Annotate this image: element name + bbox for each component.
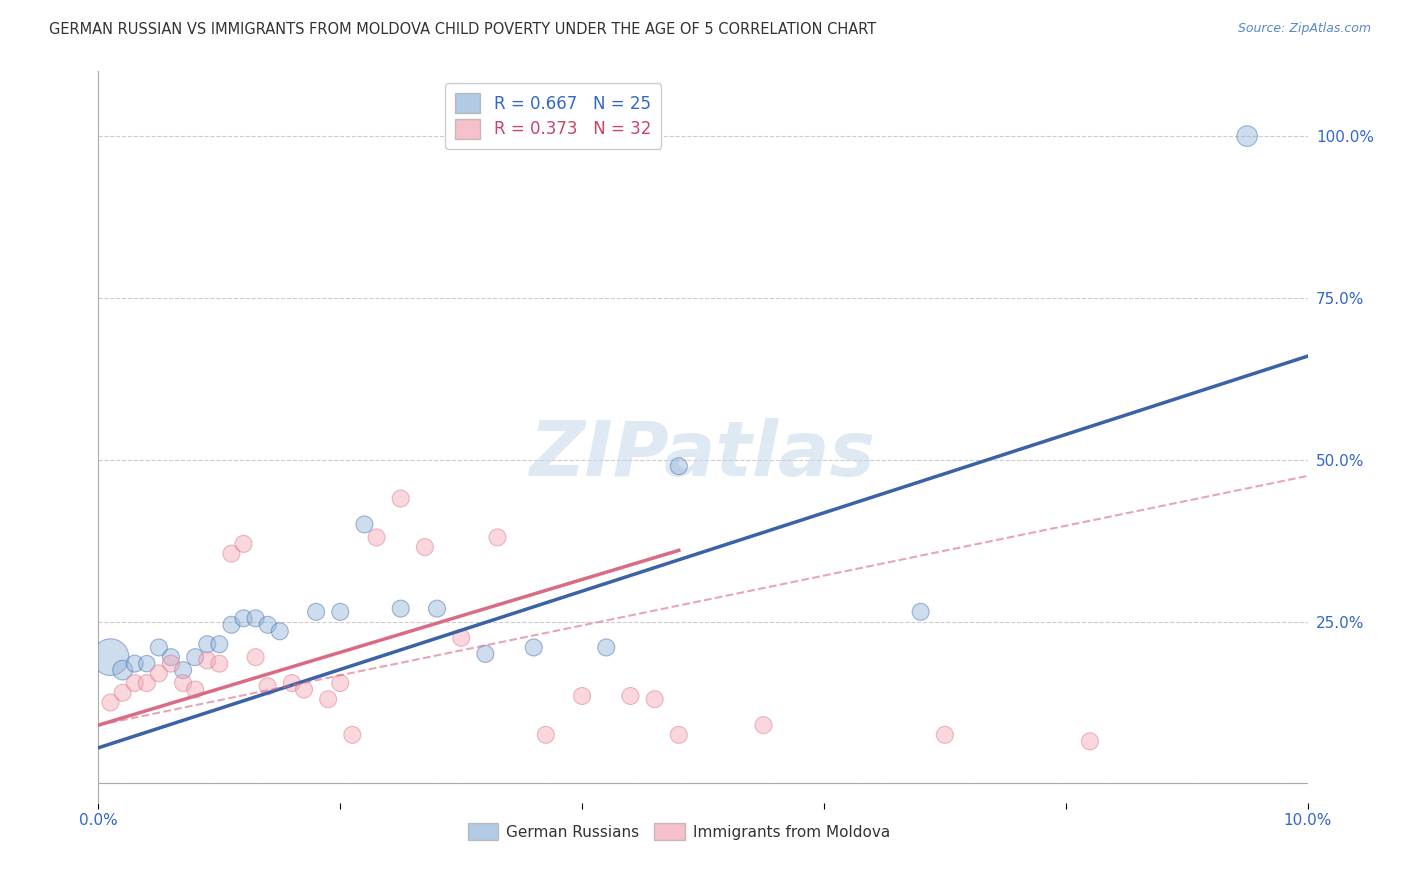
- Point: [413, 540, 436, 554]
- Point: [245, 611, 267, 625]
- Point: [160, 657, 183, 671]
- Point: [426, 601, 449, 615]
- Point: [450, 631, 472, 645]
- Point: [752, 718, 775, 732]
- Point: [281, 676, 304, 690]
- Point: [366, 530, 388, 544]
- Point: [571, 689, 593, 703]
- Point: [232, 537, 254, 551]
- Point: [256, 617, 278, 632]
- Point: [305, 605, 328, 619]
- Point: [910, 605, 932, 619]
- Point: [474, 647, 496, 661]
- Point: [111, 686, 134, 700]
- Point: [644, 692, 666, 706]
- Point: [195, 637, 218, 651]
- Point: [934, 728, 956, 742]
- Point: [135, 657, 157, 671]
- Point: [221, 547, 243, 561]
- Point: [353, 517, 375, 532]
- Point: [135, 676, 157, 690]
- Point: [269, 624, 291, 639]
- Point: [232, 611, 254, 625]
- Point: [100, 650, 122, 665]
- Point: [486, 530, 509, 544]
- Point: [389, 601, 412, 615]
- Point: [595, 640, 617, 655]
- Point: [111, 663, 134, 677]
- Point: [148, 666, 170, 681]
- Point: [245, 650, 267, 665]
- Text: GERMAN RUSSIAN VS IMMIGRANTS FROM MOLDOVA CHILD POVERTY UNDER THE AGE OF 5 CORRE: GERMAN RUSSIAN VS IMMIGRANTS FROM MOLDOV…: [49, 22, 876, 37]
- Point: [342, 728, 364, 742]
- Point: [256, 679, 278, 693]
- Point: [148, 640, 170, 655]
- Point: [523, 640, 546, 655]
- Point: [208, 657, 231, 671]
- Point: [1236, 129, 1258, 144]
- Point: [668, 459, 690, 474]
- Point: [124, 657, 146, 671]
- Point: [619, 689, 641, 703]
- Point: [208, 637, 231, 651]
- Point: [668, 728, 690, 742]
- Point: [160, 650, 183, 665]
- Point: [100, 696, 122, 710]
- Legend: German Russians, Immigrants from Moldova: German Russians, Immigrants from Moldova: [461, 816, 896, 847]
- Point: [184, 650, 207, 665]
- Point: [292, 682, 315, 697]
- Text: ZIPatlas: ZIPatlas: [530, 418, 876, 492]
- Point: [124, 676, 146, 690]
- Point: [534, 728, 557, 742]
- Point: [221, 617, 243, 632]
- Point: [1078, 734, 1101, 748]
- Point: [195, 653, 218, 667]
- Point: [389, 491, 412, 506]
- Text: Source: ZipAtlas.com: Source: ZipAtlas.com: [1237, 22, 1371, 36]
- Point: [184, 682, 207, 697]
- Point: [329, 676, 352, 690]
- Point: [172, 676, 194, 690]
- Point: [329, 605, 352, 619]
- Point: [316, 692, 339, 706]
- Point: [172, 663, 194, 677]
